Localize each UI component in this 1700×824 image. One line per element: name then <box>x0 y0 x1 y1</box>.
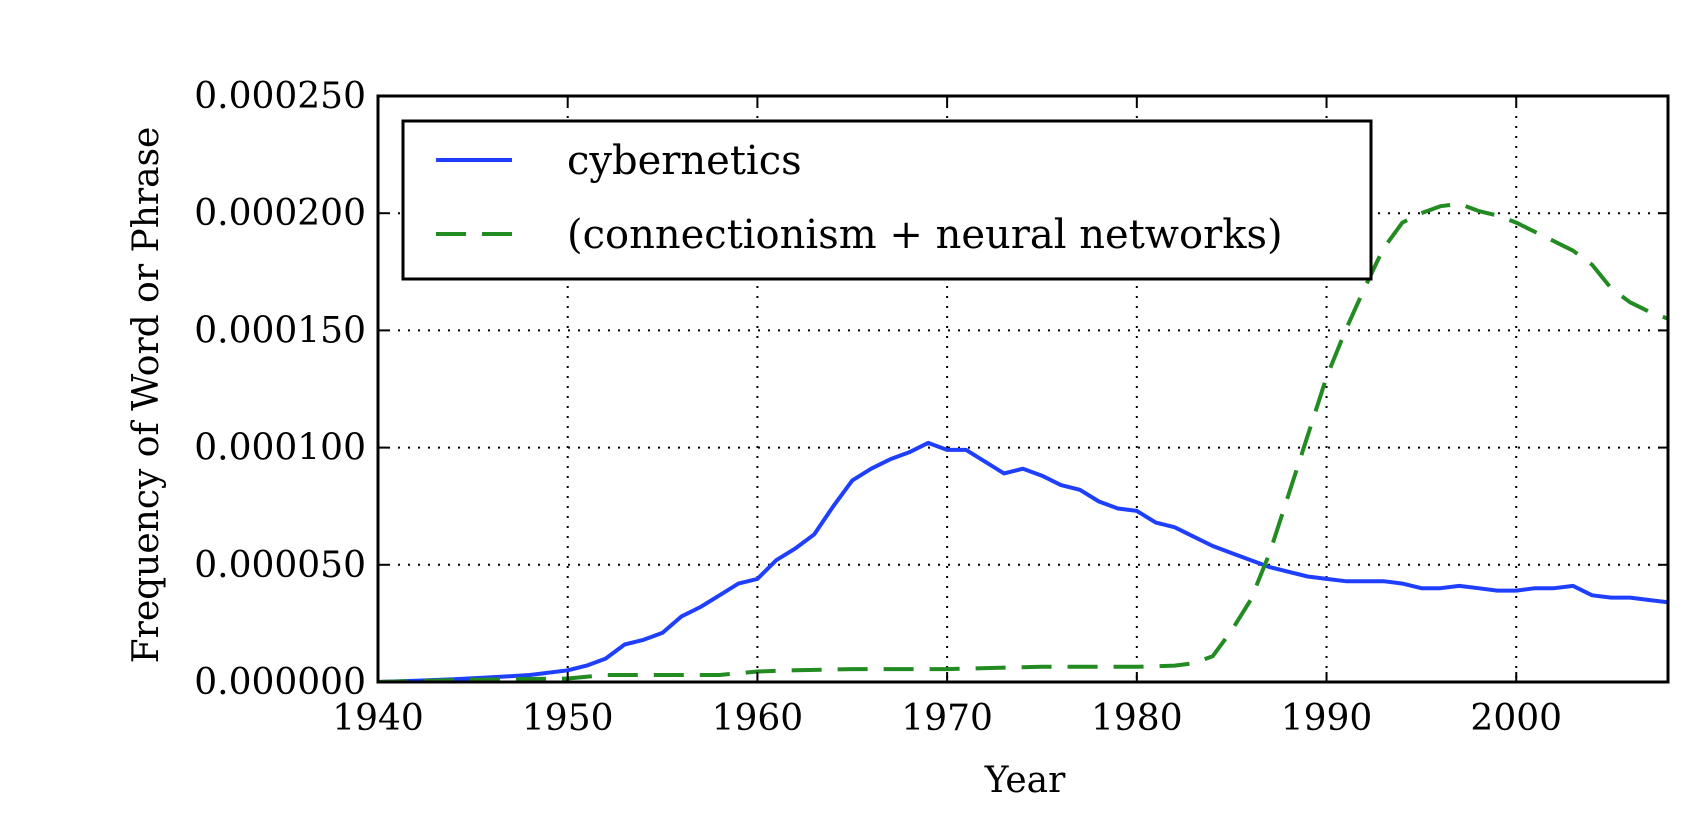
plot-frame <box>376 94 1670 684</box>
x-tick-label: 2000 <box>1470 698 1562 739</box>
axis-ticks <box>377 95 1668 683</box>
y-tick-label: 0.000150 <box>194 310 366 351</box>
y-tick-label: 0.000000 <box>194 662 366 703</box>
legend-label-1: cybernetics <box>567 138 802 184</box>
x-tick-label: 1960 <box>712 698 804 739</box>
plot-series <box>378 201 1668 682</box>
y-axis-title: Frequency of Word or Phrase <box>126 127 167 664</box>
legend: cybernetics (connectionism + neural netwo… <box>401 119 1373 281</box>
y-tick-label: 0.000100 <box>194 428 366 469</box>
y-tick-label: 0.000250 <box>194 76 366 117</box>
y-tick-label: 0.000050 <box>194 545 366 586</box>
series-line-1 <box>378 440 1668 682</box>
x-tick-label: 1990 <box>1281 698 1373 739</box>
legend-box <box>401 119 1373 281</box>
x-tick-label: 1950 <box>522 698 614 739</box>
x-tick-label: 1940 <box>332 698 424 739</box>
x-axis-title: Year <box>984 760 1066 801</box>
x-tick-label: 1970 <box>901 698 993 739</box>
x-tick-label: 1980 <box>1091 698 1183 739</box>
legend-label-2: (connectionism + neural networks) <box>567 212 1283 258</box>
axis-labels: 1940 1950 1960 1970 1980 1990 2000 0.000000 0.00… <box>126 76 1562 801</box>
y-tick-label: 0.000200 <box>194 193 366 234</box>
series-line-2 <box>378 201 1668 682</box>
